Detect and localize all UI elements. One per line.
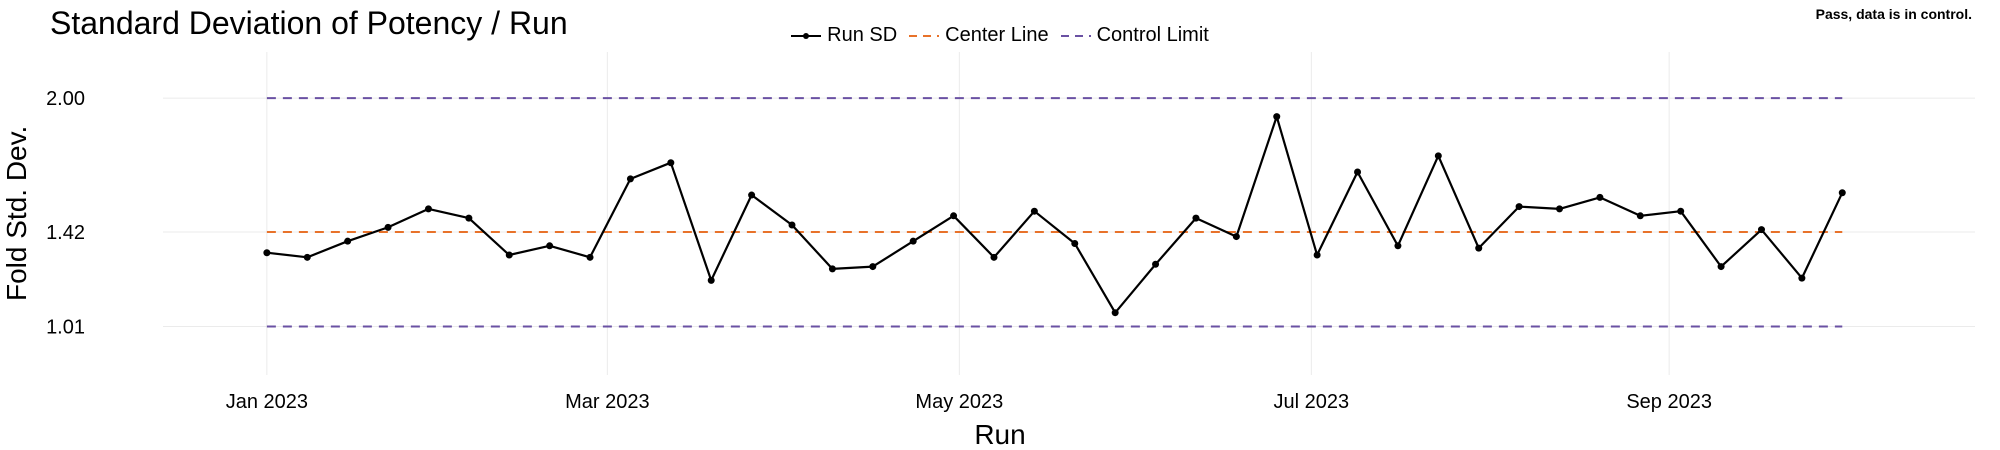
y-axis-title: Fold Std. Dev. [1,125,32,302]
run-sd-point-8 [586,253,594,261]
run-sd-point-10 [667,159,675,167]
y-tick-label-0: 1.01 [46,317,85,339]
run-sd-point-6 [505,251,513,259]
run-sd-point-39 [1838,189,1846,197]
run-sd-point-3 [384,223,392,231]
run-sd-point-32 [1556,205,1564,213]
run-sd-point-22 [1152,260,1160,268]
legend-key-center-line [909,34,940,37]
x-axis-title: Run [974,419,1026,450]
run-sd-point-34 [1636,212,1644,220]
run-sd-point-11 [707,276,715,284]
run-sd-point-0 [263,249,271,257]
run-sd-point-13 [788,221,796,229]
run-sd-point-5 [465,214,473,222]
run-sd-point-7 [546,242,554,250]
run-sd-point-21 [1111,309,1119,317]
run-sd-point-1 [303,253,311,261]
run-sd-point-14 [828,265,836,273]
legend: Run SD Center Line Control Limit [0,24,2000,47]
run-sd-point-2 [344,237,352,245]
x-tick-label-0: Jan 2023 [226,391,308,413]
legend-label-center-line: Center Line [945,24,1049,46]
y-tick-label-1: 1.42 [46,222,85,244]
x-tick-label-1: Mar 2023 [565,391,650,413]
run-sd-point-23 [1192,214,1200,222]
legend-item-center-line: Center Line [909,24,1049,47]
run-sd-point-9 [626,175,634,183]
chart-title: Standard Deviation of Potency / Run [50,5,568,41]
run-sd-point-15 [869,263,877,271]
run-sd-line [266,115,1844,314]
status-message: Pass, data is in control. [1815,6,1972,22]
run-sd-point-33 [1596,193,1604,201]
run-sd-point-35 [1677,207,1685,215]
run-sd-point-12 [748,191,756,199]
legend-item-control-limit: Control Limit [1060,24,1209,47]
run-sd-point-31 [1515,203,1523,211]
x-tick-label-4: Sep 2023 [1626,391,1712,413]
run-sd-point-20 [1071,239,1079,247]
x-tick-label-2: May 2023 [915,391,1003,413]
legend-label-control-limit: Control Limit [1096,24,1209,46]
run-sd-point-24 [1232,233,1240,241]
x-tick-label-3: Jul 2023 [1274,391,1350,413]
y-tick-label-2: 2.00 [46,88,85,110]
legend-key-run-sd [791,32,822,39]
run-sd-point-26 [1313,251,1321,259]
run-sd-point-27 [1354,168,1362,176]
run-sd-point-29 [1434,152,1442,160]
run-sd-point-17 [950,212,958,220]
run-sd-point-19 [1030,207,1038,215]
run-sd-point-16 [909,237,917,245]
run-sd-point-28 [1394,242,1402,250]
run-sd-point-30 [1475,244,1483,252]
run-sd-point-18 [990,253,998,261]
run-sd-point-38 [1798,274,1806,282]
legend-item-run-sd: Run SD [791,24,897,47]
run-sd-point-36 [1717,263,1725,271]
legend-key-control-limit [1060,34,1091,37]
run-sd-point-25 [1273,113,1281,121]
run-sd-point-37 [1757,226,1765,234]
run-sd-point-4 [424,205,432,213]
legend-label-run-sd: Run SD [827,24,898,46]
